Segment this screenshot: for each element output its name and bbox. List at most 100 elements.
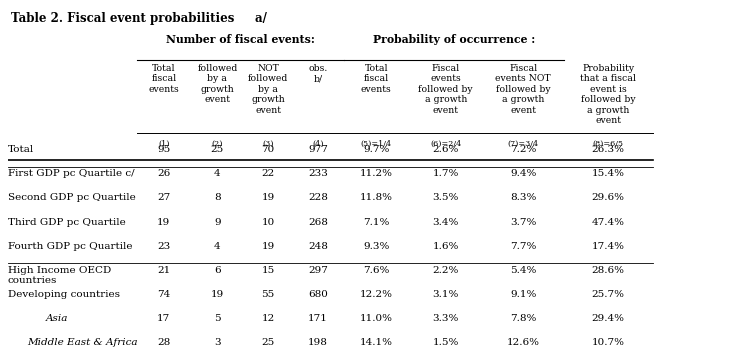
Text: 95: 95 xyxy=(157,145,170,154)
Text: 3.7%: 3.7% xyxy=(510,218,537,227)
Text: (5)=1/4: (5)=1/4 xyxy=(360,140,392,148)
Text: Fourth GDP pc Quartile: Fourth GDP pc Quartile xyxy=(8,242,132,251)
Text: 6: 6 xyxy=(214,266,221,275)
Text: 3.3%: 3.3% xyxy=(433,314,459,323)
Text: Asia: Asia xyxy=(46,314,69,323)
Text: 25.7%: 25.7% xyxy=(592,290,625,299)
Text: 11.8%: 11.8% xyxy=(360,193,393,202)
Text: Total
fiscal
events: Total fiscal events xyxy=(149,64,179,94)
Text: 9.7%: 9.7% xyxy=(363,145,390,154)
Text: 268: 268 xyxy=(308,218,328,227)
Text: 28: 28 xyxy=(157,338,170,347)
Text: 15.4%: 15.4% xyxy=(592,169,625,178)
Text: Table 2. Fiscal event probabilities     a/: Table 2. Fiscal event probabilities a/ xyxy=(11,13,267,25)
Text: 248: 248 xyxy=(308,242,328,251)
Text: 7.8%: 7.8% xyxy=(510,314,537,323)
Text: 1.5%: 1.5% xyxy=(433,338,459,347)
Text: followed
by a
growth
event: followed by a growth event xyxy=(198,64,238,104)
Text: 12: 12 xyxy=(262,314,274,323)
Text: 680: 680 xyxy=(308,290,328,299)
Text: 11.2%: 11.2% xyxy=(360,169,393,178)
Text: 3.4%: 3.4% xyxy=(433,218,459,227)
Text: 12.6%: 12.6% xyxy=(507,338,540,347)
Text: 25: 25 xyxy=(211,145,224,154)
Text: Fiscal
events NOT
followed by
a growth
event: Fiscal events NOT followed by a growth e… xyxy=(495,64,551,114)
Text: (6)=2/4: (6)=2/4 xyxy=(430,140,461,148)
Text: (8)=6/5: (8)=6/5 xyxy=(593,140,624,148)
Text: High Income OECD
countries: High Income OECD countries xyxy=(8,266,111,285)
Text: 10.7%: 10.7% xyxy=(592,338,625,347)
Text: 74: 74 xyxy=(157,290,170,299)
Text: (2): (2) xyxy=(212,140,223,148)
Text: 9.3%: 9.3% xyxy=(363,242,390,251)
Text: 19: 19 xyxy=(262,193,274,202)
Text: NOT
followed
by a
growth
event: NOT followed by a growth event xyxy=(248,64,288,114)
Text: 228: 228 xyxy=(308,193,328,202)
Text: 233: 233 xyxy=(308,169,328,178)
Text: (7)=3/4: (7)=3/4 xyxy=(507,140,539,148)
Text: 29.4%: 29.4% xyxy=(592,314,625,323)
Text: 26.3%: 26.3% xyxy=(592,145,625,154)
Text: Fiscal
events
followed by
a growth
event: Fiscal events followed by a growth event xyxy=(418,64,473,114)
Text: 8.3%: 8.3% xyxy=(510,193,537,202)
Text: 55: 55 xyxy=(262,290,274,299)
Text: Total: Total xyxy=(8,145,34,154)
Text: 25: 25 xyxy=(262,338,274,347)
Text: 9.1%: 9.1% xyxy=(510,290,537,299)
Text: Probability
that a fiscal
event is
followed by
a growth
event: Probability that a fiscal event is follo… xyxy=(581,64,636,125)
Text: Second GDP pc Quartile: Second GDP pc Quartile xyxy=(8,193,135,202)
Text: 2.2%: 2.2% xyxy=(433,266,459,275)
Text: 7.7%: 7.7% xyxy=(510,242,537,251)
Text: (3): (3) xyxy=(262,140,274,148)
Text: 26: 26 xyxy=(157,169,170,178)
Text: 10: 10 xyxy=(262,218,274,227)
Text: 22: 22 xyxy=(262,169,274,178)
Text: 7.2%: 7.2% xyxy=(510,145,537,154)
Text: 4: 4 xyxy=(214,242,221,251)
Text: 2.6%: 2.6% xyxy=(433,145,459,154)
Text: 29.6%: 29.6% xyxy=(592,193,625,202)
Text: 12.2%: 12.2% xyxy=(360,290,393,299)
Text: 7.6%: 7.6% xyxy=(363,266,390,275)
Text: 7.1%: 7.1% xyxy=(363,218,390,227)
Text: 15: 15 xyxy=(262,266,274,275)
Text: 198: 198 xyxy=(308,338,328,347)
Text: First GDP pc Quartile c/: First GDP pc Quartile c/ xyxy=(8,169,134,178)
Text: 977: 977 xyxy=(308,145,328,154)
Text: 21: 21 xyxy=(157,266,170,275)
Text: 171: 171 xyxy=(308,314,328,323)
Text: Middle East & Africa: Middle East & Africa xyxy=(26,338,137,347)
Text: Probability of occurrence :: Probability of occurrence : xyxy=(372,34,535,45)
Text: 3.1%: 3.1% xyxy=(433,290,459,299)
Text: 1.7%: 1.7% xyxy=(433,169,459,178)
Text: 28.6%: 28.6% xyxy=(592,266,625,275)
Text: 3: 3 xyxy=(214,338,221,347)
Text: 5: 5 xyxy=(214,314,221,323)
Text: Third GDP pc Quartile: Third GDP pc Quartile xyxy=(8,218,125,227)
Text: (4): (4) xyxy=(312,140,323,148)
Text: 19: 19 xyxy=(157,218,170,227)
Text: (1): (1) xyxy=(158,140,170,148)
Text: 19: 19 xyxy=(211,290,224,299)
Text: 11.0%: 11.0% xyxy=(360,314,393,323)
Text: 9.4%: 9.4% xyxy=(510,169,537,178)
Text: 5.4%: 5.4% xyxy=(510,266,537,275)
Text: 19: 19 xyxy=(262,242,274,251)
Text: Number of fiscal events:: Number of fiscal events: xyxy=(166,34,314,45)
Text: 1.6%: 1.6% xyxy=(433,242,459,251)
Text: 8: 8 xyxy=(214,193,221,202)
Text: 47.4%: 47.4% xyxy=(592,218,625,227)
Text: 3.5%: 3.5% xyxy=(433,193,459,202)
Text: obs.
b/: obs. b/ xyxy=(308,64,327,83)
Text: 23: 23 xyxy=(157,242,170,251)
Text: 4: 4 xyxy=(214,169,221,178)
Text: 70: 70 xyxy=(262,145,274,154)
Text: 17.4%: 17.4% xyxy=(592,242,625,251)
Text: 14.1%: 14.1% xyxy=(360,338,393,347)
Text: 27: 27 xyxy=(157,193,170,202)
Text: Developing countries: Developing countries xyxy=(8,290,120,299)
Text: 297: 297 xyxy=(308,266,328,275)
Text: 17: 17 xyxy=(157,314,170,323)
Text: Total
fiscal
events: Total fiscal events xyxy=(361,64,391,94)
Text: 9: 9 xyxy=(214,218,221,227)
